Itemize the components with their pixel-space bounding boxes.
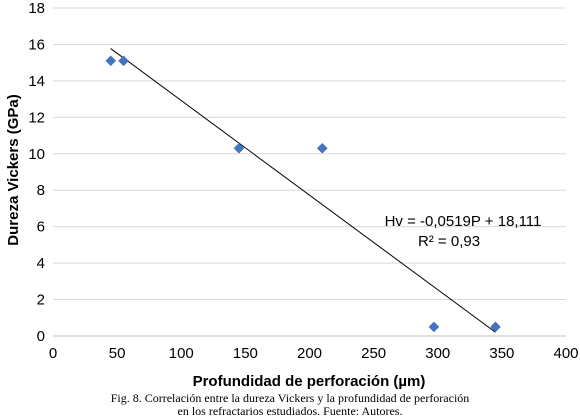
y-tick-label: 16: [28, 36, 45, 53]
data-point: [118, 55, 129, 67]
figure-caption-line-1: Fig. 8. Correlación entre la dureza Vick…: [110, 391, 470, 405]
data-point: [233, 142, 245, 154]
data-point: [105, 55, 117, 67]
x-axis-title: Profundidad de perforación (µm): [193, 373, 426, 390]
data-point: [490, 321, 501, 333]
gridlines: [53, 7, 566, 301]
y-tick-label: 12: [28, 109, 45, 126]
r-squared-annotation: R² = 0,93: [418, 233, 480, 250]
y-tick-label: 6: [37, 219, 45, 236]
y-tick-label: 0: [37, 328, 45, 345]
y-axis-title: Dureza Vickers (GPa): [5, 94, 22, 245]
x-tick-label: 350: [489, 345, 514, 362]
x-tick-labels: 0 50 100 150 200 250 300 350 400: [49, 345, 579, 362]
y-tick-label: 10: [28, 146, 45, 163]
y-tick-label: 4: [37, 255, 45, 272]
trendline: [110, 48, 496, 333]
y-tick-label: 14: [28, 73, 45, 90]
x-tick-label: 250: [361, 345, 386, 362]
x-tick-label: 50: [109, 345, 126, 362]
data-points: [105, 55, 501, 333]
x-tick-label: 300: [425, 345, 450, 362]
y-tick-label: 8: [37, 182, 45, 199]
y-tick-label: 18: [28, 0, 45, 17]
x-tick-label: 400: [553, 345, 578, 362]
data-point: [316, 142, 328, 154]
data-point: [428, 321, 440, 333]
x-tick-label: 0: [49, 345, 57, 362]
figure-caption-line-2: en los refractarios estudiados. Fuente: …: [177, 404, 403, 418]
x-tick-label: 150: [233, 345, 258, 362]
x-tick-label: 100: [169, 345, 194, 362]
y-tick-label: 2: [37, 292, 45, 309]
y-tick-labels: 0 2 4 6 8 10 12 14 16 18: [28, 0, 45, 345]
equation-annotation: Hv = -0,0519P + 18,111: [385, 213, 542, 230]
x-tick-label: 200: [297, 345, 322, 362]
